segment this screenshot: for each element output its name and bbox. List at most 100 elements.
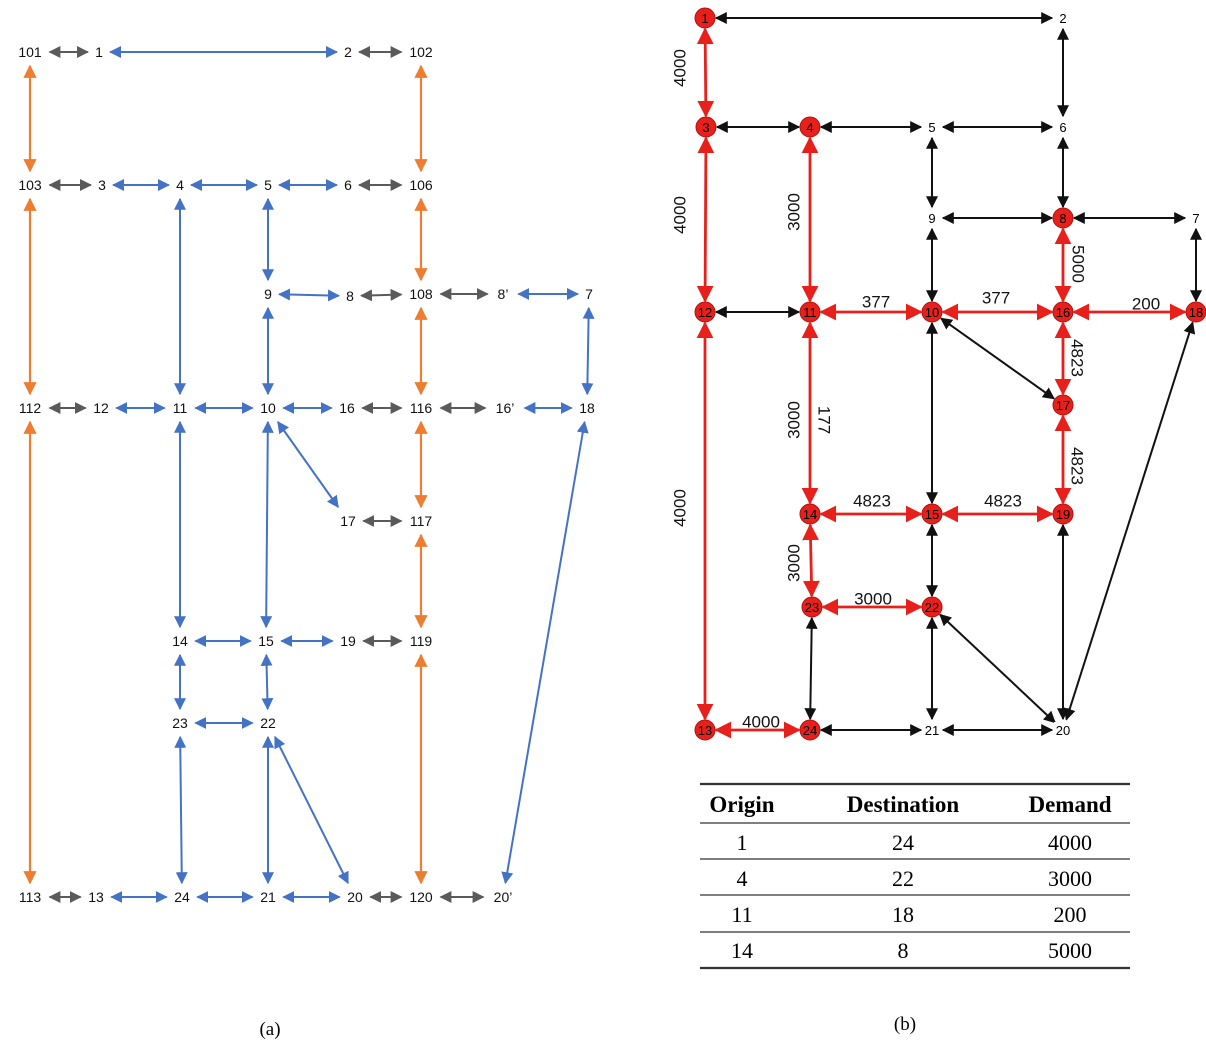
node-a-3: 3: [98, 177, 106, 193]
node-b-11: 11: [803, 305, 817, 320]
edge-a-9-8: [278, 288, 340, 302]
node-a-4: 4: [176, 177, 184, 193]
table-cell: 1: [737, 830, 748, 855]
node-b-4-marker: [799, 116, 821, 138]
edge-a-23-24: [174, 735, 188, 885]
node-a-20: 20: [347, 889, 363, 905]
node-b-24-marker: [799, 719, 821, 741]
edge-b-10-17: [939, 317, 1056, 400]
node-a-23: 23: [172, 715, 188, 731]
table-cell: 11: [731, 902, 752, 927]
flow-label-13-24: 4000: [742, 712, 780, 731]
table-cell: 18: [892, 902, 914, 927]
edge-b-23-24: [804, 616, 818, 721]
flow-label-17-19: 4823: [1068, 447, 1087, 485]
table-header-demand: Demand: [1028, 792, 1111, 817]
node-a-113: 113: [19, 889, 42, 905]
node-b-20-bg: [1054, 722, 1072, 738]
table-cell: 4000: [1048, 830, 1092, 855]
node-a-117: 117: [410, 513, 433, 529]
node-a-15: 15: [258, 633, 274, 649]
node-b-23: 23: [805, 600, 819, 615]
panel-a-edges: [23, 46, 595, 903]
node-a-11: 11: [173, 400, 188, 416]
table-cell: 22: [892, 866, 914, 891]
node-b-1-marker: [694, 7, 716, 29]
node-b-3-marker: [695, 116, 717, 138]
node-b-3: 3: [702, 120, 709, 135]
edge-a-15-22: [260, 653, 274, 711]
panel-a-caption: (a): [259, 1019, 280, 1040]
node-b-12: 12: [698, 305, 712, 320]
node-a-20p: 20’: [494, 889, 513, 905]
node-a-13: 13: [88, 889, 104, 905]
node-b-2-bg: [1054, 10, 1072, 26]
flow-label-11-14b: 177: [815, 406, 834, 434]
flow-label-14-23: 3000: [784, 544, 803, 582]
flow-label-1-3: 4000: [670, 49, 689, 87]
node-a-9: 9: [264, 286, 272, 302]
flow-label-4-11: 3000: [784, 193, 803, 231]
node-b-15-marker: [921, 503, 943, 525]
node-a-5: 5: [264, 177, 272, 193]
node-b-19-marker: [1052, 503, 1074, 525]
node-b-5: 5: [928, 120, 935, 135]
node-a-18: 18: [579, 400, 595, 416]
node-b-2: 2: [1059, 11, 1066, 26]
node-b-22-marker: [921, 596, 943, 618]
node-a-10: 10: [260, 400, 276, 416]
node-b-20: 20: [1056, 723, 1070, 738]
node-b-14: 14: [803, 507, 817, 522]
node-b-9: 9: [928, 211, 935, 226]
node-a-103: 103: [18, 177, 42, 193]
node-b-7: 7: [1192, 211, 1199, 226]
node-b-18: 18: [1189, 305, 1203, 320]
table-header-origin: Origin: [709, 792, 774, 817]
node-b-12-marker: [694, 301, 716, 323]
edge-a-10-15: [260, 420, 274, 629]
node-a-22: 22: [260, 715, 276, 731]
node-b-8: 8: [1059, 211, 1066, 226]
panel-b-edges: [696, 12, 1202, 739]
table-cell: 200: [1054, 902, 1087, 927]
panel-b-caption: (b): [894, 1014, 916, 1035]
node-a-16p: 16’: [496, 400, 515, 416]
table-cell: 5000: [1048, 938, 1092, 963]
node-b-11-marker: [799, 301, 821, 323]
node-a-102: 102: [409, 44, 433, 60]
node-a-112: 112: [19, 400, 42, 416]
edge-b-1-3: [696, 27, 715, 118]
node-a-19: 19: [340, 633, 356, 649]
table-header-destination: Destination: [847, 792, 960, 817]
node-b-7-bg: [1187, 210, 1205, 226]
node-a-24: 24: [174, 889, 190, 905]
edge-b-20-18: [1063, 321, 1196, 721]
node-b-4: 4: [806, 120, 813, 135]
node-b-5-bg: [923, 119, 941, 135]
flow-label-23-22: 3000: [854, 589, 892, 608]
node-b-6-bg: [1054, 119, 1072, 135]
edge-a-18-20p: [501, 420, 589, 885]
node-b-8-marker: [1052, 207, 1074, 229]
node-a-6: 6: [344, 177, 352, 193]
node-b-15: 15: [925, 507, 939, 522]
flow-label-16-18: 200: [1132, 294, 1160, 313]
node-a-2: 2: [344, 44, 352, 60]
node-a-21: 21: [260, 889, 276, 905]
node-a-120: 120: [409, 889, 433, 905]
node-b-21-bg: [923, 722, 941, 738]
od-demand-table: Origin Destination Demand 1 24 4000 4 22 3000 11 1…: [700, 782, 1130, 970]
table-cell: 24: [892, 830, 914, 855]
table-cell: 14: [731, 938, 753, 963]
node-a-1: 1: [95, 44, 103, 60]
node-b-1: 1: [701, 11, 708, 26]
node-b-10-marker: [921, 301, 943, 323]
node-a-8p: 8’: [498, 286, 509, 302]
flow-label-8-16: 5000: [1069, 245, 1088, 283]
node-b-10: 10: [925, 305, 939, 320]
node-a-108: 108: [409, 286, 433, 302]
flow-label-16-17: 4823: [1068, 339, 1087, 377]
